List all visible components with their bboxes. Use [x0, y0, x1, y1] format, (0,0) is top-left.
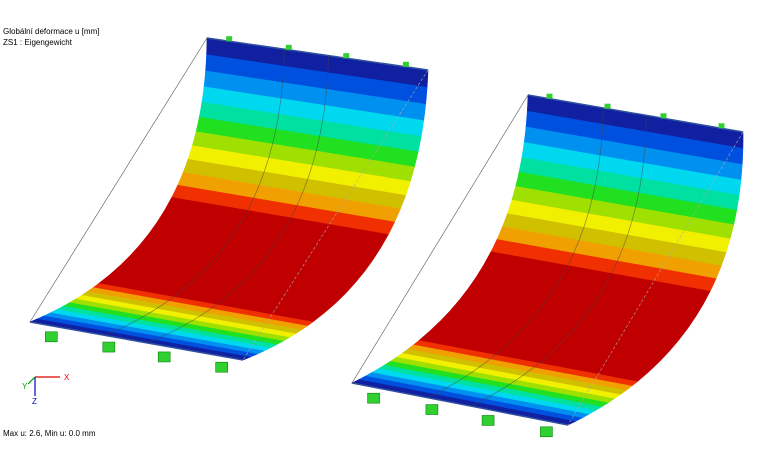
- support: [425, 404, 439, 415]
- undeformed-edge: [567, 131, 744, 426]
- title: Globální deformace u [mm]: [3, 27, 99, 36]
- support: [226, 36, 233, 42]
- edge: [206, 37, 429, 71]
- beam-line: [104, 49, 285, 336]
- edge: [29, 321, 244, 361]
- undeformed-edge: [29, 37, 208, 323]
- z-axis-label: Z: [32, 397, 37, 406]
- y-axis-label: Y: [22, 382, 28, 391]
- undeformed-edge: [242, 69, 429, 361]
- support: [718, 123, 725, 129]
- support: [215, 361, 228, 373]
- support: [102, 341, 116, 353]
- edge: [351, 382, 569, 426]
- support: [604, 103, 611, 109]
- models: [28, 36, 744, 438]
- edge: [527, 94, 744, 133]
- beam-line: [470, 115, 647, 407]
- undeformed-edge: [351, 94, 529, 384]
- support: [402, 61, 409, 67]
- support: [481, 415, 495, 426]
- beam-line: [147, 55, 329, 344]
- support: [367, 392, 380, 404]
- x-axis-label: X: [64, 373, 70, 382]
- support: [546, 93, 553, 99]
- support: [540, 426, 553, 438]
- support: [343, 53, 350, 59]
- result-summary: Max u: 2.6, Min u: 0.0 mm: [3, 429, 96, 438]
- axis-triad: X Y Z: [22, 373, 70, 406]
- subtitle: ZS1 : Eigengewicht: [3, 38, 73, 47]
- support: [157, 351, 171, 363]
- beam-line: [427, 107, 604, 399]
- y-axis-arrow: [27, 376, 36, 385]
- support: [44, 331, 58, 343]
- support: [660, 113, 667, 119]
- support: [285, 44, 292, 50]
